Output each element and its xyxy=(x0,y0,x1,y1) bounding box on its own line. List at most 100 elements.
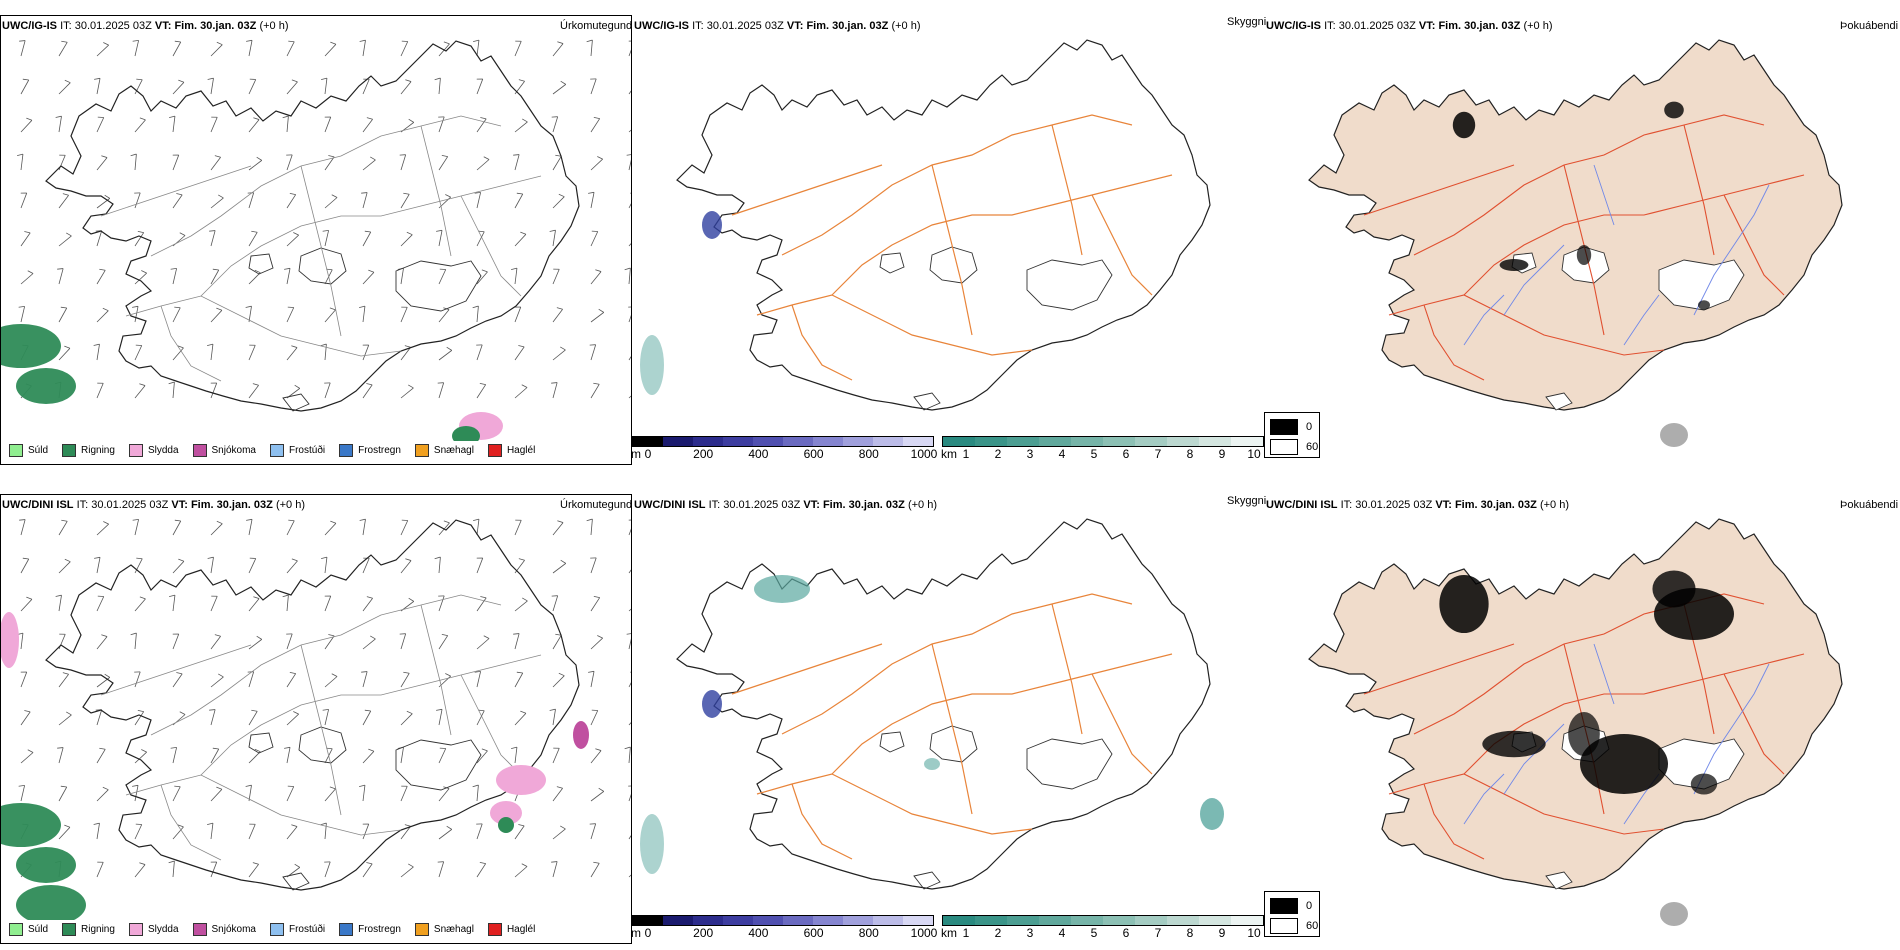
wind-barb xyxy=(590,312,605,323)
wind-barb-flag xyxy=(169,115,176,118)
wind-barb-flag xyxy=(408,597,414,602)
wind-barb-flag xyxy=(329,307,336,311)
wind-barb-flag xyxy=(320,343,327,347)
wind-barb xyxy=(628,722,631,726)
colorbar-tick: 800 xyxy=(858,447,879,461)
wind-barb xyxy=(514,121,528,133)
legend-label: Frostregn xyxy=(358,445,401,456)
wind-barb xyxy=(552,269,560,285)
wind-barb-flag xyxy=(586,39,593,43)
wind-barb-flag xyxy=(483,635,490,639)
legend-label: Haglél xyxy=(506,924,536,935)
wind-barb xyxy=(210,310,223,323)
wind-barb xyxy=(96,310,109,323)
elevation-colorbar: m 0 200 400 600 800 1000 xyxy=(631,436,937,461)
wind-barb xyxy=(400,154,407,171)
colorbar-tick: 6 xyxy=(1122,447,1130,461)
wind-barb-flag xyxy=(445,673,451,677)
wind-barb xyxy=(400,387,414,399)
colorbar-segment xyxy=(1071,916,1103,925)
wind-barb-flag xyxy=(366,596,373,599)
rain-area xyxy=(16,847,76,883)
wind-barb-flag xyxy=(516,671,523,674)
wind-barb xyxy=(552,156,562,171)
colorbar-tick: 9 xyxy=(1218,447,1226,461)
lead-time: (+0 h) xyxy=(907,499,937,511)
it-label: IT: xyxy=(1340,499,1353,511)
road-line xyxy=(200,654,542,776)
colorbar-tick: 8 xyxy=(1186,447,1194,461)
colorbar-tick: 200 xyxy=(693,447,714,461)
wind-barb-flag xyxy=(252,383,259,386)
wind-barb-flag xyxy=(291,79,298,83)
wind-barb-flag xyxy=(207,822,214,825)
wind-barb-flag xyxy=(478,230,485,233)
legend-swatch xyxy=(62,923,77,936)
glacier-outline xyxy=(282,393,310,412)
wind-barb-flag xyxy=(560,346,566,351)
wind-barb-flag xyxy=(62,193,69,196)
colorbar-segment xyxy=(693,437,723,446)
wind-barb xyxy=(248,598,260,612)
wind-barb-flag xyxy=(408,118,414,123)
wind-barb xyxy=(628,747,631,764)
wind-barb xyxy=(514,747,518,764)
colorbar-segment xyxy=(1103,916,1135,925)
wind-barb-flag xyxy=(178,79,185,83)
wind-barb xyxy=(134,824,143,840)
colorbar-segment xyxy=(753,437,783,446)
fog-legend: 0 60 xyxy=(1264,891,1320,937)
wind-barb-flag xyxy=(176,193,183,196)
wind-barb xyxy=(514,234,527,247)
colorbar-segment xyxy=(633,916,663,925)
model-name: UWC/IG-IS xyxy=(634,20,689,32)
legend-label: Snjókoma xyxy=(211,924,256,935)
wind-barb-flag xyxy=(560,80,566,85)
road-line xyxy=(100,165,252,217)
lead-time: (+0 h) xyxy=(1523,20,1553,32)
legend-label: Frostúði xyxy=(288,445,326,456)
wind-barb xyxy=(400,346,411,361)
wind-barb xyxy=(514,346,525,361)
colorbar-segment xyxy=(1039,437,1071,446)
wind-barb-flag xyxy=(331,194,338,198)
wind-barb-flag xyxy=(513,154,520,156)
wind-barb-flag xyxy=(64,558,71,563)
wind-barb xyxy=(590,823,597,840)
title-vis-row2: Skyggni xyxy=(1227,495,1267,507)
legend-label: Snjókoma xyxy=(211,445,256,456)
glacier-outline xyxy=(298,726,347,764)
wind-barb-flag xyxy=(558,193,565,198)
wind-barb-flag xyxy=(245,784,252,787)
wind-barb xyxy=(324,823,327,840)
road-line xyxy=(731,643,883,695)
coastline xyxy=(1308,39,1843,411)
wind-barb xyxy=(96,117,105,133)
iceland-landmass xyxy=(676,518,1211,890)
wind-barb xyxy=(58,786,68,802)
low-visibility-area xyxy=(924,758,940,770)
wind-barb-flag xyxy=(101,155,108,158)
wind-barb-flag xyxy=(359,305,366,308)
wind-barb-flag xyxy=(57,747,64,749)
wind-barb xyxy=(362,863,373,878)
wind-barb xyxy=(324,78,328,95)
wind-barb xyxy=(134,671,141,688)
wind-barb xyxy=(20,40,26,57)
wind-barb xyxy=(134,519,139,536)
wind-barb xyxy=(134,558,143,574)
wind-barb xyxy=(248,639,263,650)
legend-item: Snæhagl xyxy=(414,444,474,457)
wind-barb xyxy=(58,42,68,57)
wind-barb-flag xyxy=(216,41,223,46)
wind-barb-flag xyxy=(406,231,413,236)
wind-barb-flag xyxy=(24,231,31,234)
wind-barb-flag xyxy=(102,786,109,791)
wind-barb xyxy=(324,156,335,171)
fog-index-area xyxy=(1698,300,1710,310)
glacier-outline xyxy=(1026,259,1113,311)
wind-barb-flag xyxy=(26,117,33,121)
wind-barb xyxy=(286,234,299,247)
colorbar-tick: 2 xyxy=(994,926,1002,940)
wind-barb-flag xyxy=(555,633,562,636)
